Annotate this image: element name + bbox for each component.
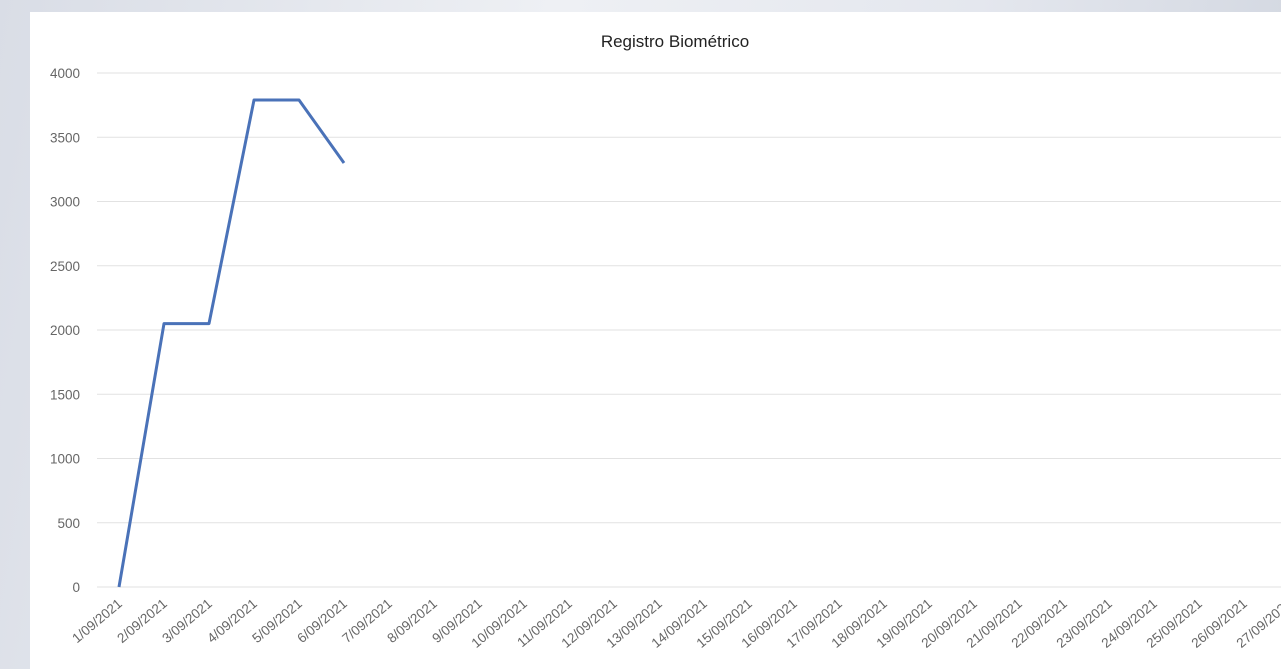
- data-line: [117, 98, 346, 588]
- chart-title: Registro Biométrico: [601, 32, 749, 51]
- y-tick-label: 1000: [50, 452, 80, 467]
- chart: Registro Biométrico 0 500 1000 1500 2000 2500…: [50, 32, 1281, 651]
- y-tick-label: 3500: [50, 130, 80, 145]
- y-tick-label: 1500: [50, 387, 80, 402]
- y-tick-label: 500: [57, 516, 80, 531]
- y-tick-label: 3000: [50, 195, 80, 210]
- y-tick-label: 4000: [50, 66, 80, 81]
- y-tick-label: 2500: [50, 259, 80, 274]
- y-tick-label: 0: [72, 580, 80, 595]
- chart-card: Registro Biométrico 0 500 1000 1500 2000 2500…: [30, 12, 1281, 669]
- y-tick-label: 2000: [50, 323, 80, 338]
